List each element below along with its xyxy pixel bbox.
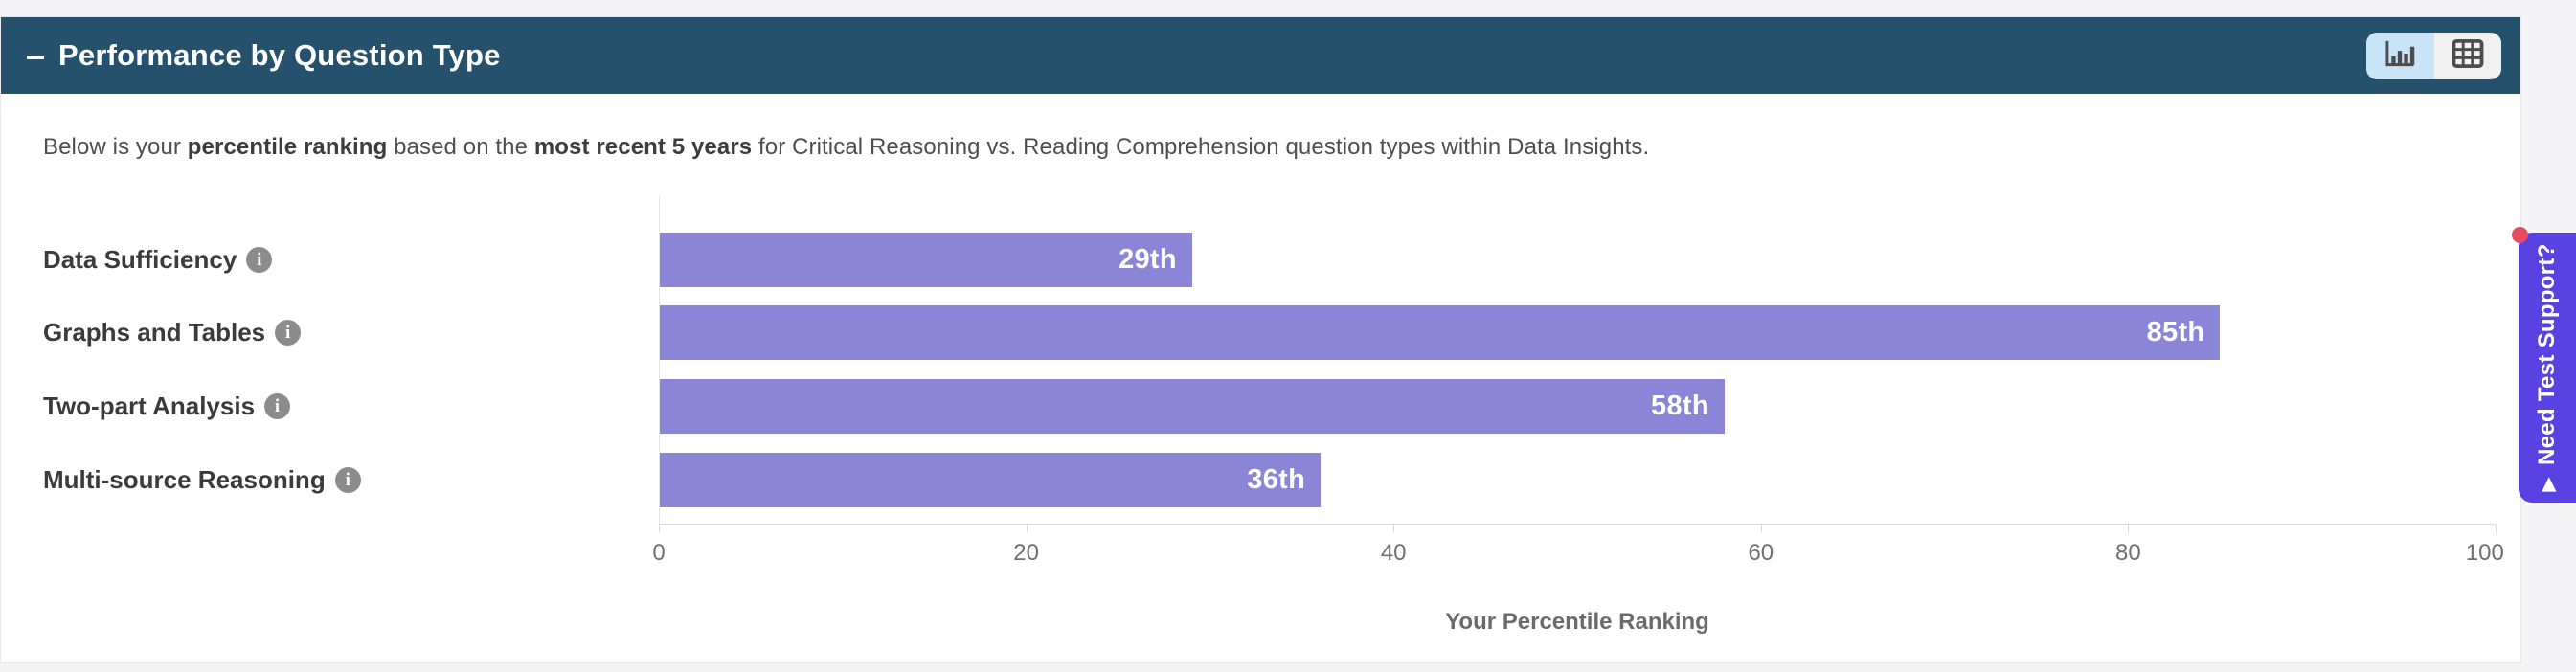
support-tab-text: ▶ Need Test Support? <box>2534 243 2561 491</box>
bar-value-label: 36th <box>1247 464 1306 495</box>
x-tick-mark <box>1760 525 1762 532</box>
bar-row: 58th <box>660 379 2496 434</box>
bar-value-label: 29th <box>1119 244 1177 275</box>
bar-graphs-and-tables: 85th <box>660 305 2221 360</box>
category-label: Data Sufficiency <box>43 245 237 274</box>
x-tick-label: 80 <box>2115 540 2141 566</box>
table-icon <box>2451 38 2485 74</box>
x-tick-label: 100 <box>2465 540 2504 566</box>
bar-chart-plot: 29th 85th 58th 36th <box>659 196 2496 525</box>
bar-two-part-analysis: 58th <box>660 379 1725 434</box>
x-tick-mark <box>2496 525 2497 532</box>
bar-chart-icon <box>2383 38 2417 74</box>
info-icon[interactable]: i <box>334 467 361 493</box>
x-tick-label: 0 <box>652 540 666 566</box>
category-row: Two-part Analysis i <box>43 379 291 434</box>
bar-value-label: 85th <box>2146 317 2205 347</box>
panel-title: Performance by Question Type <box>58 38 501 72</box>
x-tick-mark <box>1026 525 1028 532</box>
x-tick-label: 40 <box>1380 540 1407 566</box>
performance-panel: – Performance by Question Type <box>0 16 2521 663</box>
x-tick-mark <box>1393 525 1395 532</box>
category-label: Graphs and Tables <box>43 318 266 347</box>
x-tick-label: 60 <box>1748 540 1774 566</box>
x-tick-label: 20 <box>1013 540 1039 566</box>
notification-dot <box>2512 227 2528 243</box>
category-row: Graphs and Tables i <box>43 305 302 360</box>
bar-row: 85th <box>660 305 2496 360</box>
info-icon[interactable]: i <box>264 393 291 419</box>
info-icon[interactable]: i <box>246 247 273 273</box>
collapse-icon[interactable]: – <box>26 35 45 75</box>
support-tab-label: Need Test Support? <box>2534 243 2560 465</box>
category-row: Multi-source Reasoning i <box>43 453 361 507</box>
table-view-button[interactable] <box>2433 32 2501 79</box>
x-axis-title: Your Percentile Ranking <box>1445 609 1709 635</box>
bar-row: 29th <box>660 233 2496 287</box>
category-row: Data Sufficiency i <box>43 233 273 287</box>
bar-data-sufficiency: 29th <box>660 233 1192 287</box>
x-tick-mark <box>2128 525 2130 532</box>
arrow-icon: ▶ <box>2537 476 2559 492</box>
category-label: Multi-source Reasoning <box>43 465 326 494</box>
bar-row: 36th <box>660 453 2496 507</box>
x-tick-mark <box>659 525 660 532</box>
bar-value-label: 58th <box>1651 391 1709 421</box>
bar-multi-source-reasoning: 36th <box>660 453 1322 507</box>
view-toggle <box>2366 32 2501 79</box>
panel-header: – Performance by Question Type <box>1 17 2520 94</box>
chart-description: Below is your percentile ranking based o… <box>43 134 1650 160</box>
category-label: Two-part Analysis <box>43 392 256 420</box>
need-test-support-tab[interactable]: ▶ Need Test Support? <box>2512 227 2576 503</box>
info-icon[interactable]: i <box>275 320 302 346</box>
chart-view-button[interactable] <box>2366 32 2434 79</box>
